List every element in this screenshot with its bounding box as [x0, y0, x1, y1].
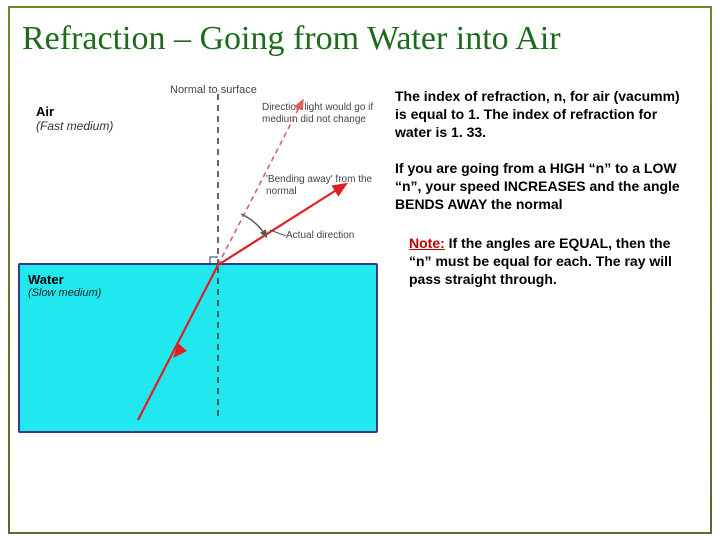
note-body: If the angles are EQUAL, then the “n” mu… — [409, 235, 672, 287]
water-name: Water — [28, 272, 101, 287]
actual-pointer — [270, 230, 286, 236]
water-sub: (Slow medium) — [28, 287, 101, 299]
note-paragraph: Note: If the angles are EQUAL, then the … — [395, 235, 695, 289]
incident-ray — [138, 265, 218, 420]
index-paragraph: The index of refraction, n, for air (vac… — [395, 88, 695, 142]
bending-arc — [241, 214, 267, 237]
rule-paragraph: If you are going from a HIGH “n” to a LO… — [395, 160, 695, 214]
note-lead: Note: — [409, 235, 445, 251]
slide-content: Air (Fast medium) Normal to surface Dire… — [10, 88, 710, 532]
slide-title: Refraction – Going from Water into Air — [10, 8, 710, 57]
slide-frame: Refraction – Going from Water into Air A… — [8, 6, 712, 534]
actual-ray — [218, 184, 346, 265]
right-angle-marker — [210, 257, 218, 265]
explanation-text: The index of refraction, n, for air (vac… — [395, 88, 695, 289]
ray-svg — [18, 88, 378, 448]
water-medium-label: Water (Slow medium) — [28, 272, 101, 299]
wouldbe-ray — [218, 100, 303, 265]
refraction-diagram: Air (Fast medium) Normal to surface Dire… — [18, 88, 378, 468]
